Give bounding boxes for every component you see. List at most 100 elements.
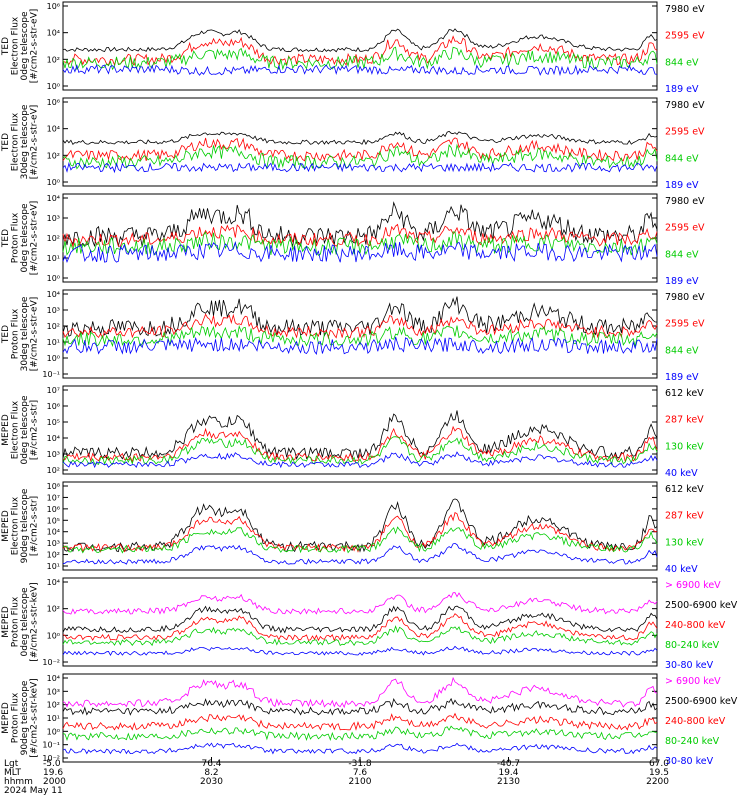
panel-7-ylabel-line: Proton Flux <box>11 596 21 647</box>
panel-3-ytick-label: 10⁴ <box>47 194 60 203</box>
panel-1-series-1 <box>62 28 658 53</box>
panel-1-legend-4: 189 eV <box>665 84 699 95</box>
panel-5-series-2 <box>62 425 658 463</box>
xaxis-row-label-3: hhmm <box>4 777 33 787</box>
panel-2-series-4 <box>62 161 658 174</box>
panel-2-frame <box>62 97 658 187</box>
panel-1-ytick-label: 10⁶ <box>47 2 60 11</box>
panel-1-legend-2: 2595 eV <box>665 31 705 42</box>
xaxis-row-label-4: 2024 May 11 <box>4 786 63 796</box>
panel-6-ylabel-line: MEPED <box>1 510 11 542</box>
panel-7-series-3 <box>62 613 658 642</box>
panel-3-ytick-label: 10² <box>47 234 60 243</box>
panel-1-series-3 <box>62 46 658 71</box>
panel-6-ylabel-line: [#/cm2-s-str] <box>30 496 40 556</box>
panel-2-ytick-label: 10⁴ <box>47 125 60 134</box>
panel-4-ytick-label: 10² <box>47 322 60 331</box>
panel-4-series-1 <box>62 296 658 337</box>
panel-5-ylabel-line: Electron Flux <box>11 400 21 459</box>
panel-8-ylabel-line: Proton Flux <box>11 692 21 743</box>
panel-8-legend-3: 240-800 keV <box>665 716 726 727</box>
panel-3-frame <box>62 193 658 283</box>
panel-5-legend-2: 287 keV <box>665 415 704 426</box>
panel-5-ylabel-line: 0deg telescope <box>20 395 30 465</box>
panel-8-series-4 <box>62 725 658 741</box>
panel-7-legend-1: > 6900 keV <box>665 580 721 591</box>
xaxis-row-label-2: MLT <box>4 768 22 778</box>
panel-2-ytick-label: 10² <box>47 151 60 160</box>
panel-5-series-4 <box>62 451 658 469</box>
panel-5-ylabel-line: [#/cm2-s-str] <box>30 400 40 460</box>
xaxis-mlt-2: 8.2 <box>204 768 218 778</box>
panel-5-ytick-label: 10⁵ <box>47 418 60 427</box>
panel-6-ytick-label: 10² <box>47 551 60 560</box>
panel-1-ylabel-line: 0deg telescope <box>20 11 30 81</box>
panel-6-ytick-label: 10⁴ <box>47 528 60 537</box>
panel-8-series-1 <box>62 676 658 709</box>
panel-5-ytick-label: 10⁷ <box>47 386 60 395</box>
panel-1-ytick-label: 10² <box>47 55 60 64</box>
panel-6-ytick-label: 10³ <box>47 539 60 548</box>
xaxis-row-label-1: Lgt <box>4 759 19 769</box>
panel-4-legend-4: 189 eV <box>665 372 699 383</box>
panel-6-ylabel: MEPED Electron Flux 90deg telescope [#/cm2-… <box>1 488 40 563</box>
panel-3-ylabel-line: 0deg telescope <box>20 203 30 273</box>
panel-2-ytick-label: 10⁰ <box>47 178 60 187</box>
panel-5-ylabel: MEPED Electron Flux 0deg telescope [#/cm2-s… <box>1 395 40 465</box>
panel-4-legend-2: 2595 eV <box>665 319 705 330</box>
panel-7-ylabel-line: MEPED <box>1 606 11 638</box>
panel-7-ytick-label: 10⁴ <box>47 578 60 587</box>
panel-2-legend-3: 844 eV <box>665 153 699 164</box>
panel-4-series-3 <box>62 324 658 348</box>
panel-3-legend-3: 844 eV <box>665 249 699 260</box>
panel-2-ylabel-line: [#/cm2-s-str-eV] <box>30 105 40 180</box>
panel-5-series-3 <box>62 436 658 466</box>
panel-8-ytick-label: 10³ <box>47 687 60 696</box>
panel-4-ytick-label: 10⁴ <box>47 290 60 299</box>
panel-2-ytick-label: 10⁶ <box>47 98 60 107</box>
panel-3-ylabel-line: TED <box>1 229 11 248</box>
panel-7-ytick-label: 10² <box>47 605 60 614</box>
xaxis-hhmm-5: 2200 <box>646 777 669 787</box>
panel-7-series-5 <box>62 645 658 657</box>
panel-4-frame <box>62 289 658 379</box>
panel-5-legend-1: 612 keV <box>665 388 704 399</box>
panel-4-ylabel-line: [#/cm2-s-str-eV] <box>30 297 40 372</box>
panel-7-series-1 <box>62 592 658 615</box>
xaxis-mlt-5: 19.5 <box>649 768 669 778</box>
panel-8-ytick-label: 10⁴ <box>47 674 60 683</box>
panel-1-ylabel-line: [#/cm2-s-str-eV] <box>30 9 40 84</box>
panel-3-legend-2: 2595 eV <box>665 223 705 234</box>
panel-1-legend-1: 7980 eV <box>665 4 705 15</box>
panel-5-ytick-label: 10² <box>47 466 60 475</box>
xaxis-mlt-4: 19.4 <box>498 768 518 778</box>
panel-7-series-2 <box>62 605 658 634</box>
panel-5-legend-4: 40 keV <box>665 468 698 479</box>
panel-8-ylabel-line: [#/cm2-s-str-keV] <box>30 678 40 757</box>
panel-3-legend-1: 7980 eV <box>665 196 705 207</box>
panel-1-series-2 <box>62 35 658 67</box>
panel-1-series-4 <box>62 63 658 77</box>
panel-7-ytick-label: 10⁰ <box>47 631 60 640</box>
panel-6-frame <box>62 481 658 571</box>
panel-1-ytick-label: 10⁰ <box>47 82 60 91</box>
panel-4-ytick-label: 10⁰ <box>47 354 60 363</box>
panel-6-ylabel-line: Electron Flux <box>11 496 21 555</box>
panel-8-series-3 <box>62 712 658 731</box>
xaxis-lgt-4: -40.7 <box>497 759 520 769</box>
panel-4-ylabel: TED Proton Flux 30deg telescope [#/cm2-s-st… <box>1 296 40 371</box>
panel-6-ytick-label: 10⁵ <box>47 516 60 525</box>
panel-8-legend-5: 30-80 keV <box>665 756 714 767</box>
panel-2-ylabel-line: 30deg telescope <box>20 104 30 179</box>
panel-2-series-1 <box>62 130 658 146</box>
panel-5-frame <box>62 385 658 475</box>
panel-7-legend-3: 240-800 keV <box>665 620 726 631</box>
panel-7-ytick-label: 10⁻² <box>42 658 60 667</box>
xaxis-lgt-1: -5.0 <box>43 759 61 769</box>
panel-3-ylabel-line: Proton Flux <box>11 212 21 263</box>
panel-5-ytick-label: 10⁶ <box>47 402 60 411</box>
panel-8-legend-1: > 6900 keV <box>665 676 721 687</box>
panel-4-ytick-label: 10³ <box>47 306 60 315</box>
